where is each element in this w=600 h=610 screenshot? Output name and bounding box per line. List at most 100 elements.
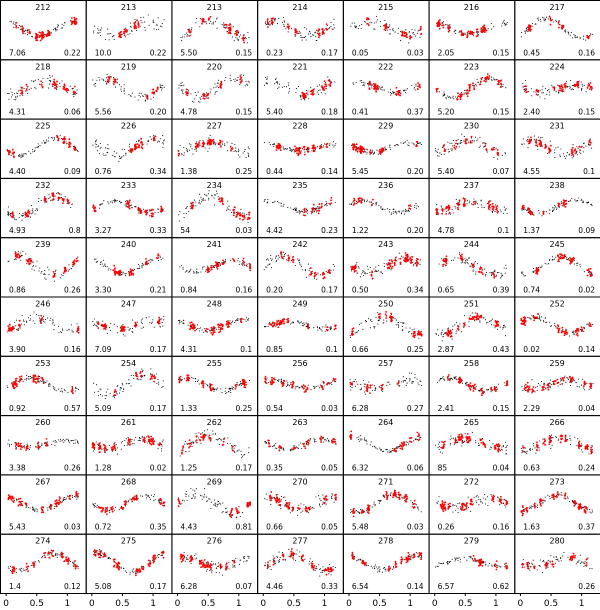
model-point (294, 145, 296, 148)
obs-point (362, 274, 365, 276)
obs-point (590, 33, 592, 35)
model-point (6, 149, 9, 152)
obs-point (523, 89, 525, 91)
obs-point (477, 33, 479, 35)
obs-point (475, 273, 477, 275)
obs-point (66, 91, 68, 93)
obs-point (502, 84, 504, 86)
obs-point (7, 260, 9, 262)
panel-right-value: 0.15 (493, 48, 510, 57)
obs-point (302, 148, 304, 150)
obs-point (142, 326, 145, 328)
model-point (447, 205, 450, 208)
obs-point (301, 39, 303, 41)
model-point (457, 208, 460, 211)
model-point (550, 19, 552, 22)
obs-point (455, 32, 457, 34)
obs-point (402, 90, 405, 92)
obs-point (291, 151, 293, 153)
obs-point (188, 210, 190, 213)
obs-point (284, 252, 287, 254)
obs-point (183, 84, 185, 86)
model-point (45, 35, 48, 38)
obs-point (178, 323, 180, 325)
model-point (144, 210, 147, 213)
model-point (556, 255, 559, 257)
obs-point (76, 93, 78, 95)
obs-point (525, 27, 527, 29)
obs-point (548, 213, 550, 215)
obs-point (36, 208, 38, 210)
obs-point (199, 330, 201, 332)
obs-point (29, 314, 31, 316)
obs-point (277, 255, 279, 257)
obs-point (372, 149, 374, 151)
model-point (287, 259, 290, 262)
obs-point (400, 40, 402, 42)
obs-point (7, 213, 9, 215)
obs-point (21, 153, 23, 155)
obs-point (239, 36, 241, 38)
model-point (561, 25, 564, 28)
model-point (557, 21, 560, 24)
obs-point (411, 84, 413, 87)
obs-point (16, 95, 18, 97)
obs-point (208, 190, 210, 192)
obs-point (554, 152, 556, 154)
model-point (201, 22, 203, 25)
obs-point (481, 79, 483, 81)
obs-point (186, 150, 188, 152)
obs-point (63, 24, 65, 27)
model-point (287, 254, 290, 257)
model-point (474, 202, 476, 205)
model-point (448, 211, 451, 214)
obs-point (359, 25, 361, 27)
obs-point (97, 32, 99, 34)
obs-point (156, 28, 158, 31)
obs-point (125, 36, 127, 38)
obs-point (199, 327, 201, 329)
obs-point (205, 21, 207, 23)
obs-point (304, 270, 306, 272)
obs-point (363, 83, 365, 85)
obs-point (552, 209, 554, 211)
model-point (213, 331, 216, 334)
obs-point (33, 311, 35, 313)
obs-point (540, 266, 542, 269)
model-point (72, 21, 75, 23)
model-point (314, 271, 317, 274)
obs-point (219, 263, 222, 265)
obs-point (571, 197, 573, 199)
model-point (133, 22, 136, 25)
obs-point (402, 256, 404, 258)
obs-point (184, 271, 186, 273)
obs-point (500, 211, 502, 213)
obs-point (185, 212, 187, 215)
obs-point (470, 137, 473, 139)
model-point (462, 197, 465, 200)
obs-point (324, 204, 326, 206)
obs-point (132, 331, 134, 333)
obs-point (18, 212, 21, 214)
obs-point (567, 259, 569, 261)
obs-point (71, 329, 73, 331)
obs-point (350, 203, 353, 205)
model-point (220, 83, 223, 86)
obs-point (298, 30, 300, 32)
obs-point (573, 263, 576, 265)
obs-point (120, 90, 122, 92)
obs-point (101, 27, 103, 29)
obs-point (92, 144, 94, 146)
obs-point (29, 320, 31, 322)
panel-right-value: 0.37 (407, 108, 424, 117)
model-point (464, 138, 467, 141)
model-point (470, 135, 473, 138)
model-point (303, 96, 306, 99)
obs-point (467, 91, 469, 93)
obs-point (447, 24, 449, 26)
obs-point (452, 259, 454, 261)
obs-point (373, 28, 375, 30)
obs-point (9, 325, 11, 327)
obs-point (570, 32, 572, 34)
obs-point (580, 198, 582, 200)
